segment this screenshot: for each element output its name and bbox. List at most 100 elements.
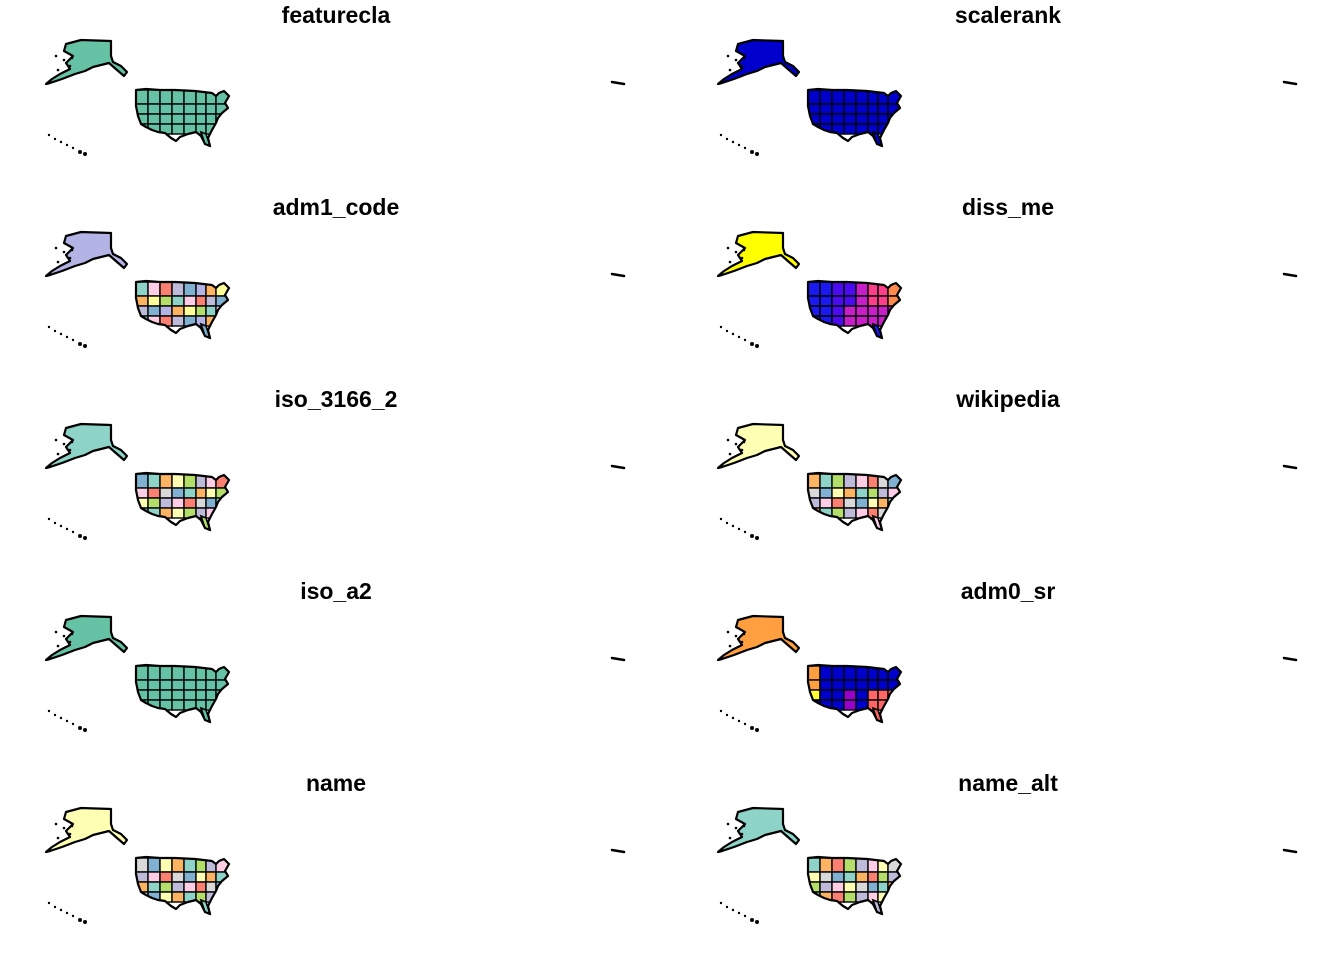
alaska-shape	[44, 38, 129, 86]
hawaii-island	[59, 524, 63, 528]
island-dot	[726, 438, 730, 442]
state-shape	[831, 689, 845, 701]
state-shape	[819, 665, 833, 681]
state-shape	[183, 881, 197, 893]
state-shape	[877, 689, 889, 701]
state-shape	[867, 295, 879, 307]
hawaii-island	[755, 536, 759, 540]
state-shape	[855, 857, 869, 873]
hawaii-island	[65, 911, 69, 915]
state-shape	[205, 295, 217, 307]
island-mark	[610, 848, 626, 854]
state-shape	[147, 103, 161, 115]
state-shape	[877, 103, 889, 115]
state-map	[44, 806, 626, 924]
state-shape	[171, 857, 185, 873]
island-dot	[734, 442, 738, 446]
state-shape	[171, 507, 185, 519]
state-shape	[819, 487, 833, 499]
state-shape	[171, 89, 185, 105]
hawaii-island	[750, 918, 754, 922]
island-dot	[70, 440, 74, 444]
hawaii-island	[743, 722, 747, 726]
us-outline	[134, 471, 231, 532]
state-shape	[877, 487, 889, 499]
island-dot	[728, 836, 732, 840]
island-dot	[742, 824, 746, 828]
state-shape	[808, 89, 821, 105]
state-shape	[843, 689, 857, 701]
state-shape	[159, 689, 173, 701]
state-shape	[819, 857, 833, 873]
state-shape	[159, 103, 173, 115]
state-shape	[843, 113, 857, 125]
state-shape	[819, 103, 833, 115]
state-shape	[159, 487, 173, 499]
hawaii-island	[731, 908, 735, 912]
state-shape	[205, 113, 217, 125]
state-shape	[877, 295, 889, 307]
island-dot	[68, 256, 72, 260]
island-dot	[728, 68, 732, 72]
state-shape	[183, 689, 197, 701]
island-dot	[728, 452, 732, 456]
hawaii-island	[78, 150, 82, 154]
hawaii-island	[725, 905, 729, 909]
state-map	[44, 422, 626, 540]
state-shape	[147, 871, 161, 883]
hawaii-island	[59, 332, 63, 336]
state-shape	[171, 295, 185, 307]
state-shape	[831, 473, 845, 489]
island-mark	[1282, 272, 1298, 278]
state-shape	[205, 497, 217, 509]
state-shape	[195, 679, 207, 691]
panel-title: iso_3166_2	[274, 386, 398, 412]
hawaii-island	[725, 329, 729, 333]
state-shape	[808, 665, 821, 681]
state-shape	[205, 881, 217, 893]
map-panel-scalerank: scalerank	[672, 0, 1344, 192]
hawaii-island	[750, 342, 754, 346]
hawaii-island	[47, 901, 51, 905]
state-shape	[159, 679, 173, 691]
island-dot	[54, 246, 58, 250]
state-shape	[183, 113, 197, 125]
state-shape	[147, 689, 161, 701]
state-shape	[171, 871, 185, 883]
island-mark	[610, 80, 626, 86]
hawaii-island	[731, 140, 735, 144]
hawaii-island	[59, 908, 63, 912]
state-shape	[171, 103, 185, 115]
alaska-shape	[716, 614, 801, 662]
island-dot	[728, 260, 732, 264]
island-dot	[742, 56, 746, 60]
state-shape	[159, 871, 173, 883]
us-outline	[134, 87, 231, 148]
hawaii-island	[83, 344, 87, 348]
hawaii-island	[71, 530, 75, 534]
panel-title: featurecla	[281, 2, 391, 28]
state-shape	[843, 699, 857, 711]
hawaii-island	[71, 722, 75, 726]
state-shape	[147, 497, 161, 509]
state-shape	[171, 689, 185, 701]
state-map	[716, 230, 1298, 348]
state-shape	[195, 871, 207, 883]
state-shape	[819, 497, 833, 509]
state-shape	[855, 103, 869, 115]
state-shape	[195, 881, 207, 893]
state-shape	[183, 857, 197, 873]
island-dot	[70, 824, 74, 828]
map-panel-iso-a2: iso_a2	[0, 576, 672, 768]
state-shape	[171, 113, 185, 125]
state-shape	[205, 305, 217, 317]
hawaii-island	[737, 719, 741, 723]
state-shape	[171, 315, 185, 327]
state-shape	[215, 315, 229, 327]
state-shape	[843, 871, 857, 883]
state-shape	[808, 857, 821, 873]
hawaii-island	[65, 719, 69, 723]
state-shape	[855, 473, 869, 489]
state-shape	[808, 473, 821, 489]
